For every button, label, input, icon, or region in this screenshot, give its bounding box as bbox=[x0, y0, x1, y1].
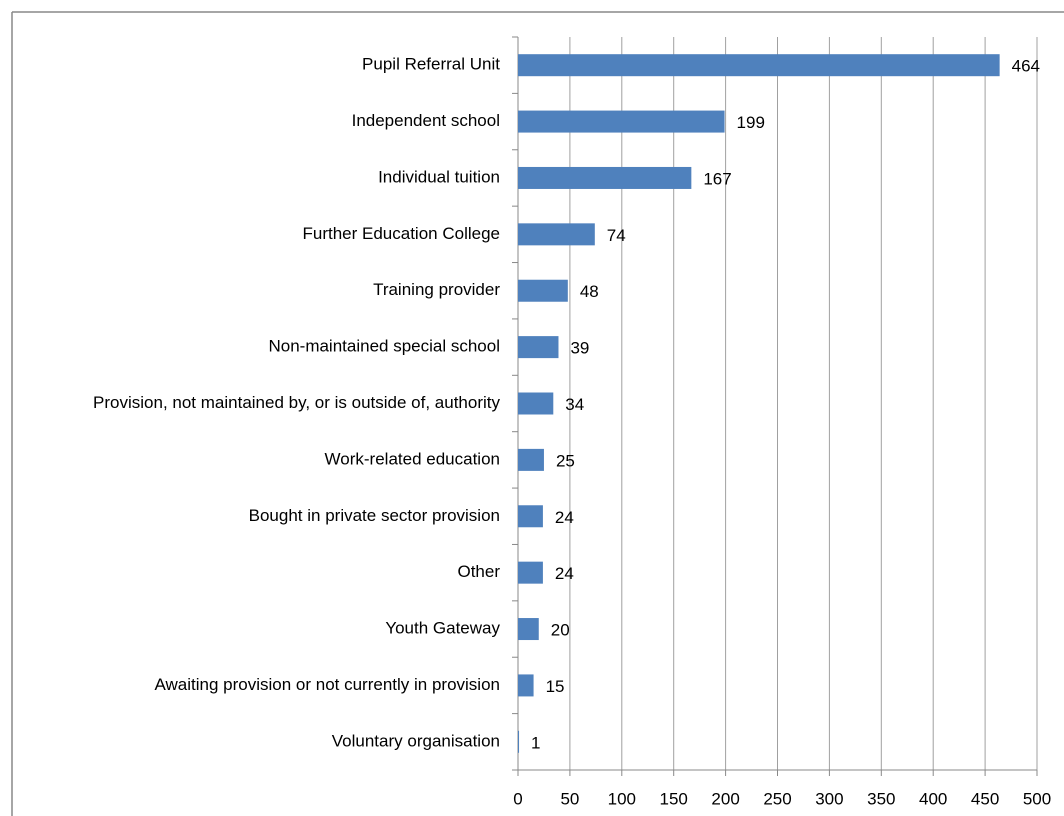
bar bbox=[518, 54, 1000, 77]
y-tick-label: Awaiting provision or not currently in p… bbox=[154, 675, 500, 694]
bar bbox=[518, 505, 543, 528]
x-tick-label: 250 bbox=[763, 789, 791, 808]
bar bbox=[518, 336, 559, 359]
data-label: 20 bbox=[551, 621, 570, 640]
bar bbox=[518, 223, 595, 246]
bar bbox=[518, 730, 520, 753]
data-label: 74 bbox=[607, 226, 626, 245]
x-tick-label: 100 bbox=[608, 789, 636, 808]
data-label: 464 bbox=[1012, 57, 1040, 76]
y-tick-label: Independent school bbox=[352, 111, 500, 130]
x-tick-label: 300 bbox=[815, 789, 843, 808]
data-label: 39 bbox=[570, 339, 589, 358]
y-tick-label: Work-related education bbox=[325, 449, 500, 468]
x-tick-label: 50 bbox=[560, 789, 579, 808]
bar bbox=[518, 279, 568, 302]
y-tick-label: Non-maintained special school bbox=[268, 337, 500, 356]
x-tick-label: 500 bbox=[1023, 789, 1051, 808]
data-label: 34 bbox=[565, 395, 584, 414]
data-label: 25 bbox=[556, 451, 575, 470]
y-tick-label: Individual tuition bbox=[378, 167, 500, 186]
data-label: 24 bbox=[555, 508, 574, 527]
x-tick-label: 0 bbox=[513, 789, 522, 808]
bar bbox=[518, 166, 692, 189]
data-label: 48 bbox=[580, 282, 599, 301]
y-tick-label: Youth Gateway bbox=[385, 619, 500, 638]
x-tick-label: 400 bbox=[919, 789, 947, 808]
bar bbox=[518, 392, 554, 415]
x-tick-label: 200 bbox=[711, 789, 739, 808]
y-tick-label: Bought in private sector provision bbox=[249, 506, 500, 525]
x-tick-label: 450 bbox=[971, 789, 999, 808]
data-label: 24 bbox=[555, 564, 574, 583]
data-label: 199 bbox=[737, 113, 765, 132]
x-tick-label: 150 bbox=[660, 789, 688, 808]
data-label: 167 bbox=[703, 169, 731, 188]
bar bbox=[518, 618, 539, 641]
data-label: 15 bbox=[546, 677, 565, 696]
bar bbox=[518, 561, 543, 584]
y-tick-label: Provision, not maintained by, or is outs… bbox=[93, 393, 500, 412]
data-label: 1 bbox=[531, 733, 540, 752]
x-tick-label: 350 bbox=[867, 789, 895, 808]
y-tick-label: Training provider bbox=[373, 280, 500, 299]
bar bbox=[518, 448, 544, 471]
y-tick-label: Pupil Referral Unit bbox=[362, 55, 500, 74]
y-tick-label: Other bbox=[457, 562, 500, 581]
y-tick-label: Further Education College bbox=[302, 224, 500, 243]
y-tick-label: Voluntary organisation bbox=[332, 731, 500, 750]
bar bbox=[518, 110, 725, 133]
bar bbox=[518, 674, 534, 697]
